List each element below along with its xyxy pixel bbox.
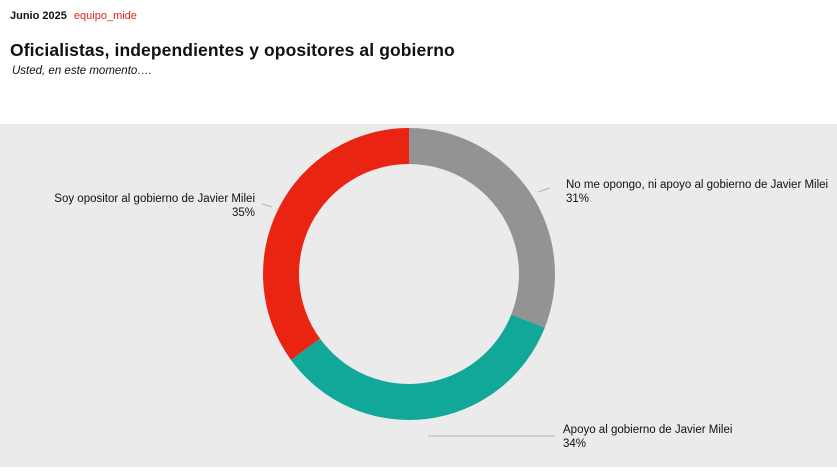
slice-value-2: 34% [563, 438, 586, 450]
donut-slice-3 [262, 128, 409, 360]
chart-area: No me opongo, ni apoyo al gobierno de Ja… [0, 124, 837, 467]
leader-line-3 [261, 203, 273, 208]
slice-label-2: Apoyo al gobierno de Javier Milei [563, 424, 732, 436]
chart-subtitle: Usted, en este momento…. [12, 65, 152, 77]
donut-slice-1 [409, 128, 555, 328]
chart-title: Oficialistas, independientes y opositore… [10, 40, 455, 60]
donut-chart: No me opongo, ni apoyo al gobierno de Ja… [54, 128, 828, 450]
slice-label-3: Soy opositor al gobierno de Javier Milei [54, 193, 255, 205]
brand-name: equipo_mide [73, 10, 137, 22]
report-date: Junio 2025 [10, 10, 67, 22]
slice-label-1: No me opongo, ni apoyo al gobierno de Ja… [566, 179, 828, 191]
slice-value-3: 35% [232, 207, 255, 219]
leader-line-1 [537, 187, 551, 193]
slice-value-1: 31% [566, 193, 589, 205]
donut-slice-2 [290, 314, 545, 420]
header: Junio 2025 equipo_mide [10, 10, 137, 22]
bottom-rule [0, 467, 837, 471]
